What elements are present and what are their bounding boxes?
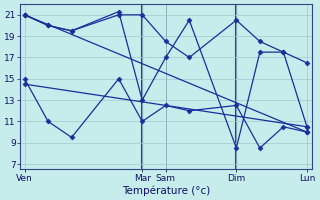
X-axis label: Température (°c): Température (°c): [122, 185, 210, 196]
